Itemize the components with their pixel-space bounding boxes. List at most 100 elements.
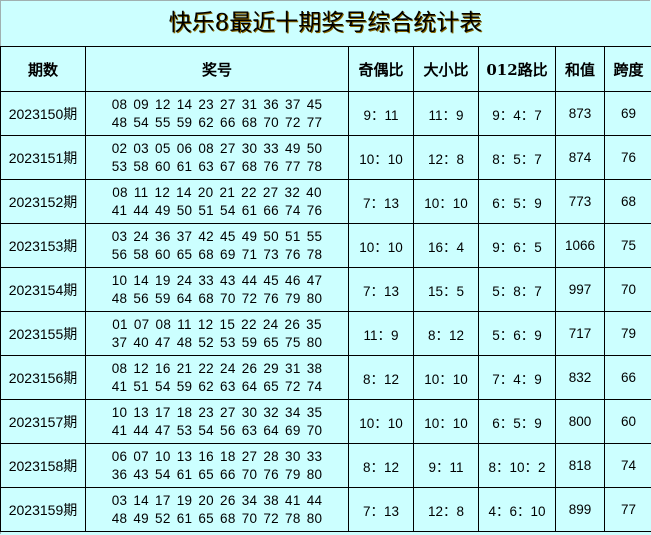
odd-even-cell: 10：10	[348, 223, 414, 268]
big-small-cell: 12：8	[413, 135, 479, 180]
sum-cell: 773	[555, 179, 605, 224]
route-012-cell: 9：6：5	[478, 223, 556, 268]
route-012-cell: 9：4：7	[478, 91, 556, 136]
odd-even-cell: 9：11	[348, 91, 414, 136]
sum-cell: 717	[555, 311, 605, 356]
sum-cell: 800	[555, 399, 605, 444]
numbers-cell: 01 07 08 11 12 15 22 24 26 35 37 40 47 48…	[85, 311, 349, 356]
big-small-cell: 9：11	[413, 443, 479, 488]
span-cell: 68	[604, 179, 651, 224]
big-small-cell: 10：10	[413, 399, 479, 444]
odd-even-cell: 10：10	[348, 135, 414, 180]
sum-cell: 873	[555, 91, 605, 136]
number-line: 53 58 60 61 63 67 68 76 77 78	[111, 158, 323, 174]
header-span: 跨度	[604, 46, 651, 92]
span-cell: 75	[604, 223, 651, 268]
page-title: 快乐8最近十期奖号综合统计表	[168, 10, 483, 36]
span-cell: 77	[604, 487, 651, 532]
odd-even-cell: 8：12	[348, 443, 414, 488]
numbers-cell: 08 09 12 14 23 27 31 36 37 45 48 54 55 59…	[85, 91, 349, 136]
table-row: 2023158期 06 07 10 13 16 18 27 28 30 33 36 …	[0, 443, 651, 488]
odd-even-cell: 7：13	[348, 267, 414, 312]
span-cell: 60	[604, 399, 651, 444]
period-cell: 2023159期	[0, 487, 86, 532]
numbers-cell: 08 12 16 21 22 24 26 29 31 38 41 51 54 59…	[85, 355, 349, 400]
number-line: 48 56 59 64 68 70 72 76 79 80	[111, 290, 323, 306]
odd-even-cell: 10：10	[348, 399, 414, 444]
sum-cell: 832	[555, 355, 605, 400]
span-cell: 79	[604, 311, 651, 356]
number-line: 48 49 52 61 65 68 70 72 78 80	[111, 510, 323, 526]
numbers-cell: 03 14 17 19 20 26 34 38 41 44 48 49 52 61…	[85, 487, 349, 532]
table-row: 2023156期 08 12 16 21 22 24 26 29 31 38 41 …	[0, 355, 651, 400]
table-row: 2023150期 08 09 12 14 23 27 31 36 37 45 48 …	[0, 91, 651, 136]
numbers-cell: 03 24 36 37 42 45 49 50 51 55 56 58 60 65…	[85, 223, 349, 268]
numbers-cell: 10 13 17 18 23 27 30 32 34 35 41 44 47 53…	[85, 399, 349, 444]
odd-even-cell: 7：13	[348, 179, 414, 224]
route-012-cell: 7：4：9	[478, 355, 556, 400]
period-cell: 2023154期	[0, 267, 86, 312]
period-cell: 2023157期	[0, 399, 86, 444]
big-small-cell: 10：10	[413, 179, 479, 224]
sum-cell: 997	[555, 267, 605, 312]
number-line: 08 11 12 14 20 21 22 27 32 40	[112, 184, 322, 200]
number-line: 37 40 47 48 52 53 59 65 75 80	[111, 334, 323, 350]
sum-cell: 874	[555, 135, 605, 180]
sum-cell: 818	[555, 443, 605, 488]
number-line: 41 44 49 50 51 54 61 66 74 76	[111, 202, 323, 218]
odd-even-cell: 8：12	[348, 355, 414, 400]
number-line: 08 09 12 14 23 27 31 36 37 45	[111, 96, 323, 112]
sum-cell: 899	[555, 487, 605, 532]
header-numbers: 奖号	[85, 46, 349, 92]
number-line: 10 13 17 18 23 27 30 32 34 35	[111, 404, 323, 420]
route-012-cell: 5：6：9	[478, 311, 556, 356]
header-row: 期数 奖号 奇偶比 大小比 012路比 和值 跨度	[0, 46, 651, 92]
period-cell: 2023158期	[0, 443, 86, 488]
number-line: 03 14 17 19 20 26 34 38 41 44	[111, 492, 323, 508]
table-row: 2023159期 03 14 17 19 20 26 34 38 41 44 48 …	[0, 487, 651, 532]
big-small-cell: 11：9	[413, 91, 479, 136]
route-012-cell: 6：5：9	[478, 179, 556, 224]
table-row: 2023152期 08 11 12 14 20 21 22 27 32 40 41 …	[0, 179, 651, 224]
period-cell: 2023153期	[0, 223, 86, 268]
route-012-cell: 6：5：9	[478, 399, 556, 444]
route-012-cell: 4：6：10	[478, 487, 556, 532]
period-cell: 2023156期	[0, 355, 86, 400]
number-line: 02 03 05 06 08 27 30 33 49 50	[111, 140, 323, 156]
odd-even-cell: 7：13	[348, 487, 414, 532]
header-big-small: 大小比	[413, 46, 479, 92]
header-012-route: 012路比	[478, 46, 556, 92]
stats-table: 期数 奖号 奇偶比 大小比 012路比 和值 跨度 2023150期 08 09 …	[0, 46, 651, 532]
header-sum: 和值	[555, 46, 605, 92]
table-row: 2023155期 01 07 08 11 12 15 22 24 26 35 37 …	[0, 311, 651, 356]
table-row: 2023157期 10 13 17 18 23 27 30 32 34 35 41 …	[0, 399, 651, 444]
header-period: 期数	[0, 46, 86, 92]
period-cell: 2023151期	[0, 135, 86, 180]
number-line: 41 51 54 59 62 63 64 65 72 74	[111, 378, 323, 394]
numbers-cell: 10 14 19 24 33 43 44 45 46 47 48 56 59 64…	[85, 267, 349, 312]
number-line: 08 12 16 21 22 24 26 29 31 38	[111, 360, 323, 376]
span-cell: 69	[604, 91, 651, 136]
sum-cell: 1066	[555, 223, 605, 268]
number-line: 48 54 55 59 62 66 68 70 72 77	[111, 114, 323, 130]
number-line: 06 07 10 13 16 18 27 28 30 33	[111, 448, 323, 464]
span-cell: 74	[604, 443, 651, 488]
table-row: 2023151期 02 03 05 06 08 27 30 33 49 50 53 …	[0, 135, 651, 180]
number-line: 56 58 60 65 68 69 71 73 76 78	[111, 246, 323, 262]
numbers-cell: 02 03 05 06 08 27 30 33 49 50 53 58 60 61…	[85, 135, 349, 180]
big-small-cell: 16：4	[413, 223, 479, 268]
number-line: 03 24 36 37 42 45 49 50 51 55	[111, 228, 323, 244]
numbers-cell: 06 07 10 13 16 18 27 28 30 33 36 43 54 61…	[85, 443, 349, 488]
table-row: 2023153期 03 24 36 37 42 45 49 50 51 55 56 …	[0, 223, 651, 268]
number-line: 01 07 08 11 12 15 22 24 26 35	[112, 316, 322, 332]
big-small-cell: 12：8	[413, 487, 479, 532]
big-small-cell: 15：5	[413, 267, 479, 312]
big-small-cell: 10：10	[413, 355, 479, 400]
table-row: 2023154期 10 14 19 24 33 43 44 45 46 47 48 …	[0, 267, 651, 312]
period-cell: 2023155期	[0, 311, 86, 356]
number-line: 41 44 47 53 54 56 63 64 69 70	[111, 422, 323, 438]
header-odd-even: 奇偶比	[348, 46, 414, 92]
route-012-cell: 5：8：7	[478, 267, 556, 312]
span-cell: 66	[604, 355, 651, 400]
period-cell: 2023150期	[0, 91, 86, 136]
